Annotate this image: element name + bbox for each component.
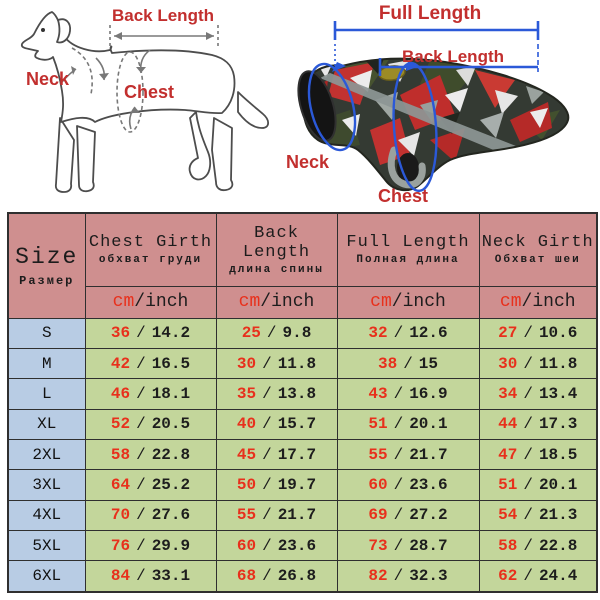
size-label: XL	[7, 408, 86, 440]
size-header-en: Size	[15, 243, 79, 270]
chest-girth-value: 36/14.2	[84, 317, 217, 349]
full-length-value: 51/20.1	[336, 408, 480, 440]
chest-girth-value: 46/18.1	[84, 378, 217, 410]
neck-girth-value: 30/11.8	[478, 347, 598, 380]
size-label: L	[7, 378, 86, 410]
full-length-value: 82/32.3	[336, 560, 480, 593]
neck-girth-value: 27/10.6	[478, 317, 598, 349]
table-row-xl: XL 52/20.5 40/15.7 51/20.1 44/17.3	[7, 408, 598, 440]
neck-girth-value: 47/18.5	[478, 438, 598, 471]
full-length-value: 43/16.9	[336, 378, 480, 410]
chest-girth-value: 70/27.6	[84, 499, 217, 531]
full-length-value: 73/28.7	[336, 529, 480, 562]
dog-neck-label: Neck	[26, 69, 70, 89]
back-length-value: 68/26.8	[215, 560, 338, 593]
chest-girth-value: 76/29.9	[84, 529, 217, 562]
size-label: S	[7, 317, 86, 349]
dog-chest-label: Chest	[124, 82, 175, 102]
jacket-neck-label: Neck	[286, 152, 330, 172]
back-length-value: 50/19.7	[215, 469, 338, 501]
full-length-value: 55/21.7	[336, 438, 480, 471]
table-row-m: M 42/16.5 30/11.8 38/15 30/11.8	[7, 347, 598, 380]
col-header-chest-girth: Chest Girth обхват груди	[84, 212, 217, 287]
size-label: 2XL	[7, 438, 86, 471]
size-label: 4XL	[7, 499, 86, 531]
size-table: Size Размер Chest Girth обхват груди Bac…	[7, 212, 598, 593]
chest-girth-value: 64/25.2	[84, 469, 217, 501]
col-header-back-length: Back Length длина спины	[215, 212, 338, 287]
chest-girth-value: 58/22.8	[84, 438, 217, 471]
unit-cell: cm/inch	[215, 285, 338, 319]
back-length-value: 45/17.7	[215, 438, 338, 471]
table-row-3xl: 3XL 64/25.2 50/19.7 60/23.6 51/20.1	[7, 469, 598, 501]
size-label: M	[7, 347, 86, 380]
table-row-4xl: 4XL 70/27.6 55/21.7 69/27.2 54/21.3	[7, 499, 598, 531]
jacket-measurement-diagram	[297, 21, 570, 193]
neck-girth-value: 51/20.1	[478, 469, 598, 501]
jacket-full-length-label: Full Length	[378, 3, 482, 24]
jacket-chest-loop	[387, 146, 426, 189]
back-length-value: 35/13.8	[215, 378, 338, 410]
size-header: Size Размер	[7, 212, 86, 319]
size-table-wrap: Size Размер Chest Girth обхват груди Bac…	[7, 212, 598, 593]
full-length-value: 60/23.6	[336, 469, 480, 501]
col-header-neck-girth: Neck Girth Обхват шеи	[478, 212, 598, 287]
full-length-value: 69/27.2	[336, 499, 480, 531]
unit-cell: cm/inch	[478, 285, 598, 319]
unit-cell: cm/inch	[84, 285, 217, 319]
size-label: 6XL	[7, 560, 86, 593]
arrowheads	[71, 32, 214, 113]
neck-girth-value: 54/21.3	[478, 499, 598, 531]
unit-row: cm/inch cm/inch cm/inch cm/inch	[8, 285, 598, 319]
dog-measurement-diagram	[20, 11, 270, 193]
table-row-l: L 46/18.1 35/13.8 43/16.9 34/13.4	[7, 378, 598, 410]
chest-girth-value: 42/16.5	[84, 347, 217, 380]
neck-girth-value: 44/17.3	[478, 408, 598, 440]
dog-back-length-label: Back Length	[111, 6, 215, 25]
chest-girth-value: 52/20.5	[84, 408, 217, 440]
jacket-chest-label: Chest	[378, 186, 429, 206]
back-length-value: 30/11.8	[215, 347, 338, 380]
back-length-value: 25/9.8	[215, 317, 338, 349]
dog-eye	[41, 28, 45, 32]
size-header-ru: Размер	[19, 273, 75, 288]
col-header-full-length: Full Length Полная длина	[336, 212, 480, 287]
jacket-strap	[320, 73, 516, 156]
neck-girth-value: 34/13.4	[478, 378, 598, 410]
neck-girth-value: 62/24.4	[478, 560, 598, 593]
full-length-value: 32/12.6	[336, 317, 480, 349]
back-length-value: 55/21.7	[215, 499, 338, 531]
full-length-value: 38/15	[336, 347, 480, 380]
table-row-s: S 36/14.2 25/9.8 32/12.6 27/10.6	[7, 317, 598, 349]
size-label: 3XL	[7, 469, 86, 501]
back-length-value: 60/23.6	[215, 529, 338, 562]
neck-girth-value: 58/22.8	[478, 529, 598, 562]
chest-girth-value: 84/33.1	[84, 560, 217, 593]
table-row-5xl: 5XL 76/29.9 60/23.6 73/28.7 58/22.8	[7, 529, 598, 562]
back-length-value: 40/15.7	[215, 408, 338, 440]
unit-cell: cm/inch	[336, 285, 480, 319]
table-row-6xl: 6XL 84/33.1 68/26.8 82/32.3 62/24.4	[7, 560, 598, 593]
jacket-back-length-label: Back Length	[401, 47, 505, 66]
table-row-2xl: 2XL 58/22.8 45/17.7 55/21.7 47/18.5	[7, 438, 598, 471]
size-label: 5XL	[7, 529, 86, 562]
jacket-neck-opening	[297, 70, 337, 142]
